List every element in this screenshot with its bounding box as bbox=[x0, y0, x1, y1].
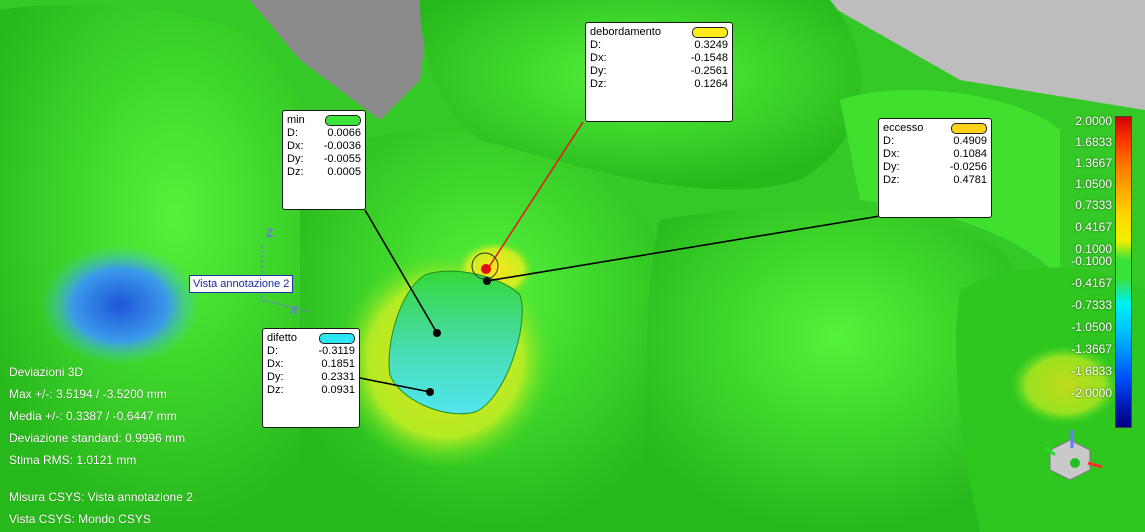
color-swatch bbox=[319, 332, 355, 344]
callout-row: D: 0.4909 bbox=[883, 135, 987, 147]
x-axis-label: X bbox=[290, 303, 299, 317]
callout-row: Dy: -0.0055 bbox=[287, 153, 361, 165]
min-point[interactable] bbox=[433, 329, 441, 337]
color-scale-legend: 2.0000 1.6833 1.3667 1.0500 0.7333 0.416… bbox=[1050, 114, 1142, 430]
min-leader bbox=[364, 209, 438, 334]
callout-row: Dx: -0.0036 bbox=[287, 140, 361, 152]
blue-deviation-patch bbox=[40, 245, 200, 365]
callout-row: D: 0.0066 bbox=[287, 127, 361, 139]
gray-background-region bbox=[820, 0, 1145, 110]
color-swatch bbox=[692, 26, 728, 38]
callout-row: Dz: 0.0005 bbox=[287, 166, 361, 178]
callout-title: difetto bbox=[267, 331, 297, 344]
orientation-cube[interactable] bbox=[1044, 430, 1103, 481]
callout-title: eccesso bbox=[883, 121, 924, 134]
debordamento-point[interactable] bbox=[481, 264, 491, 274]
scale-tick: 1.3667 bbox=[1075, 156, 1112, 170]
callout-title: min bbox=[287, 113, 305, 126]
scale-tick: 2.0000 bbox=[1075, 114, 1112, 128]
scale-tick: -0.4167 bbox=[1071, 276, 1112, 290]
scale-tick: 0.7333 bbox=[1075, 198, 1112, 212]
color-swatch bbox=[325, 114, 361, 126]
stats-mean: Media +/-: 0.3387 / -0.6447 mm bbox=[9, 409, 177, 423]
scale-tick: 1.6833 bbox=[1075, 135, 1112, 149]
stats-max: Max +/-: 3.5194 / -3.5200 mm bbox=[9, 387, 167, 401]
callout-eccesso[interactable]: eccesso D: 0.4909 Dx: 0.1084 Dy: -0.0256 Dz… bbox=[878, 118, 992, 218]
scale-tick: 1.0500 bbox=[1075, 177, 1112, 191]
view-annotation-label[interactable]: Vista annotazione 2 bbox=[189, 275, 294, 293]
scale-tick: 0.1000 bbox=[1075, 242, 1112, 256]
deviation-stats: Deviazioni 3D Max +/-: 3.5194 / -3.5200 … bbox=[9, 361, 185, 471]
gray-tissue-region bbox=[250, 0, 430, 120]
scale-tick: -0.1000 bbox=[1071, 254, 1112, 268]
callout-row: D: 0.3249 bbox=[590, 39, 728, 51]
callout-row: Dy: -0.0256 bbox=[883, 161, 987, 173]
scale-tick: -1.6833 bbox=[1071, 364, 1112, 378]
measure-csys: Misura CSYS: Vista annotazione 2 bbox=[9, 490, 193, 504]
difetto-point[interactable] bbox=[426, 388, 434, 396]
yellow-right-zone bbox=[1010, 345, 1120, 425]
callout-row: D: -0.3119 bbox=[267, 345, 355, 357]
stats-title: Deviazioni 3D bbox=[9, 365, 84, 379]
csys-info: Misura CSYS: Vista annotazione 2 Vista C… bbox=[9, 486, 193, 530]
callout-row: Dz: 0.4781 bbox=[883, 174, 987, 186]
color-swatch bbox=[951, 122, 987, 134]
callout-row: Dx: 0.1851 bbox=[267, 358, 355, 370]
callout-min[interactable]: min D: 0.0066 Dx: -0.0036 Dy: -0.0055 Dz: 0.… bbox=[282, 110, 366, 210]
eccesso-leader bbox=[486, 215, 881, 282]
callout-title: debordamento bbox=[590, 25, 661, 38]
callout-row: Dx: 0.1084 bbox=[883, 148, 987, 160]
callout-debordamento[interactable]: debordamento D: 0.3249 Dx: -0.1548 Dy: -0.2… bbox=[585, 22, 733, 122]
scale-tick: -0.7333 bbox=[1071, 298, 1112, 312]
color-scale-bar bbox=[1115, 116, 1132, 428]
scale-tick: -1.3667 bbox=[1071, 342, 1112, 356]
scale-tick: 0.4167 bbox=[1075, 220, 1112, 234]
z-axis-label: Z bbox=[266, 226, 274, 240]
difetto-leader bbox=[359, 377, 431, 393]
callout-row: Dy: 0.2331 bbox=[267, 371, 355, 383]
stats-rms: Stima RMS: 1.0121 mm bbox=[9, 453, 137, 467]
debordamento-leader bbox=[486, 121, 584, 271]
callout-row: Dy: -0.2561 bbox=[590, 65, 728, 77]
callout-row: Dz: 0.1264 bbox=[590, 78, 728, 90]
measure-gizmo[interactable] bbox=[471, 252, 499, 280]
x-axis-line bbox=[261, 299, 311, 313]
stats-std-dev: Deviazione standard: 0.9996 mm bbox=[9, 431, 186, 445]
tooth-right bbox=[640, 207, 1035, 532]
callout-row: Dz: 0.0931 bbox=[267, 384, 355, 396]
callout-difetto[interactable]: difetto D: -0.3119 Dx: 0.1851 Dy: 0.2331 Dz… bbox=[262, 328, 360, 428]
scale-tick: -1.0500 bbox=[1071, 320, 1112, 334]
view-csys: Vista CSYS: Mondo CSYS bbox=[9, 512, 151, 526]
callout-row: Dx: -0.1548 bbox=[590, 52, 728, 64]
scale-tick: -2.0000 bbox=[1071, 386, 1112, 400]
